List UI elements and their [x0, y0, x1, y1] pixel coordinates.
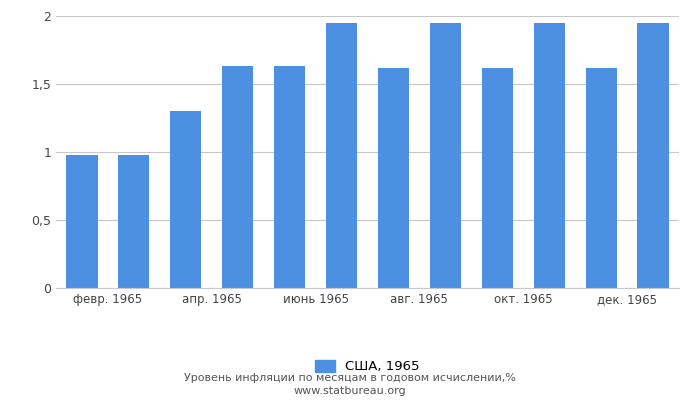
Bar — [378, 68, 409, 288]
Bar — [585, 68, 617, 288]
Bar — [326, 23, 357, 288]
Bar — [638, 23, 668, 288]
Bar — [430, 23, 461, 288]
Bar — [66, 155, 97, 288]
Bar — [482, 68, 513, 288]
Bar — [170, 111, 202, 288]
Bar — [222, 66, 253, 288]
Bar — [118, 155, 150, 288]
Text: www.statbureau.org: www.statbureau.org — [294, 386, 406, 396]
Bar — [274, 66, 305, 288]
Legend: США, 1965: США, 1965 — [310, 354, 425, 378]
Text: Уровень инфляции по месяцам в годовом исчислении,%: Уровень инфляции по месяцам в годовом ис… — [184, 373, 516, 383]
Bar — [533, 23, 565, 288]
